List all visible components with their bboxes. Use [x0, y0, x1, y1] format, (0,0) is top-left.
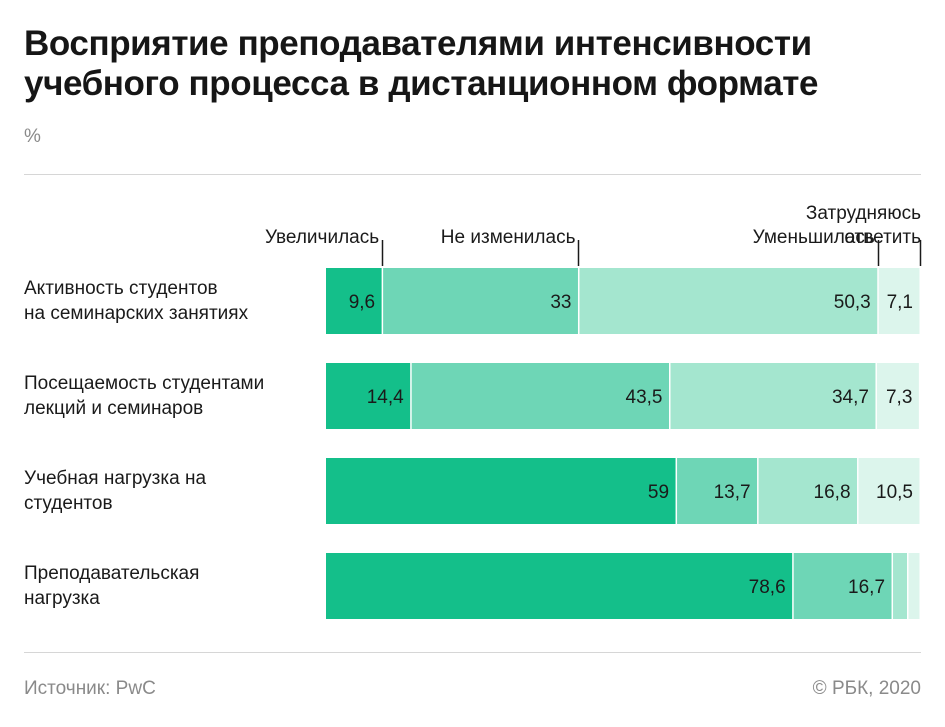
bar-segment — [893, 553, 907, 619]
legend-label-0: Увеличилась — [265, 226, 379, 250]
legend-line: Увеличилась — [265, 227, 380, 248]
data-label: 7,1 — [887, 292, 913, 313]
bar-segment — [383, 268, 578, 334]
data-label: 16,7 — [848, 577, 885, 598]
data-label: 33 — [550, 292, 571, 313]
bar-segment — [793, 553, 892, 619]
data-label: 9,6 — [349, 292, 375, 313]
legend-line: ответить — [844, 227, 921, 248]
legend-label-3: Затрудняюсь ответить — [806, 202, 921, 250]
top-divider — [24, 174, 921, 175]
category-label-line: на семинарских занятиях — [24, 303, 249, 324]
bar-segment — [326, 458, 676, 524]
bottom-divider — [24, 652, 921, 653]
legend-label-2: Уменьшилась — [753, 226, 875, 250]
bar-segment — [579, 268, 878, 334]
data-label: 16,8 — [814, 482, 851, 503]
bar-segment — [326, 268, 382, 334]
data-label: 59 — [648, 482, 669, 503]
legend-label-1: Не изменилась — [441, 226, 576, 250]
bar-segment — [677, 458, 758, 524]
bar-segment — [876, 363, 919, 429]
category-label-line: Активность студентов — [24, 278, 218, 299]
bar-segment — [758, 458, 858, 524]
data-label: 13,7 — [714, 482, 751, 503]
category-label-3: Преподавательская нагрузка — [24, 561, 314, 611]
data-label: 10,5 — [876, 482, 913, 503]
bar-segment — [670, 363, 876, 429]
bar-segment — [908, 553, 920, 619]
legend-line: Не изменилась — [440, 227, 576, 248]
unit-label: % — [24, 126, 41, 147]
bar-segment — [858, 458, 920, 524]
source-note: Источник: PwC — [24, 678, 156, 699]
category-label-line: Посещаемость студентами — [24, 373, 265, 394]
category-label-0: Активность студентов на семинарских занят… — [24, 276, 314, 326]
category-label-line: студентов — [24, 493, 113, 514]
chart-title: Восприятие преподавателями интенсивности… — [24, 24, 819, 103]
category-label-2: Учебная нагрузка на студентов — [24, 466, 314, 516]
data-label: 43,5 — [626, 387, 663, 408]
data-label: 50,3 — [834, 292, 871, 313]
category-label-line: Учебная нагрузка на — [24, 468, 207, 489]
category-label-line: нагрузка — [24, 588, 100, 609]
category-label-line: Преподавательская — [24, 563, 200, 584]
data-label: 34,7 — [832, 387, 869, 408]
bar-segment — [326, 363, 411, 429]
data-label: 14,4 — [367, 387, 404, 408]
data-label: 78,6 — [749, 577, 786, 598]
category-label-1: Посещаемость студентами лекций и семинаро… — [24, 371, 314, 421]
copyright-note: © РБК, 2020 — [812, 678, 921, 699]
data-label: 7,3 — [886, 387, 912, 408]
category-label-line: лекций и семинаров — [24, 398, 204, 419]
legend-line: Уменьшилась — [752, 227, 875, 248]
bar-segment — [878, 268, 920, 334]
bar-segment — [411, 363, 669, 429]
legend-line: Затрудняюсь — [805, 203, 921, 224]
bar-segment — [326, 553, 793, 619]
